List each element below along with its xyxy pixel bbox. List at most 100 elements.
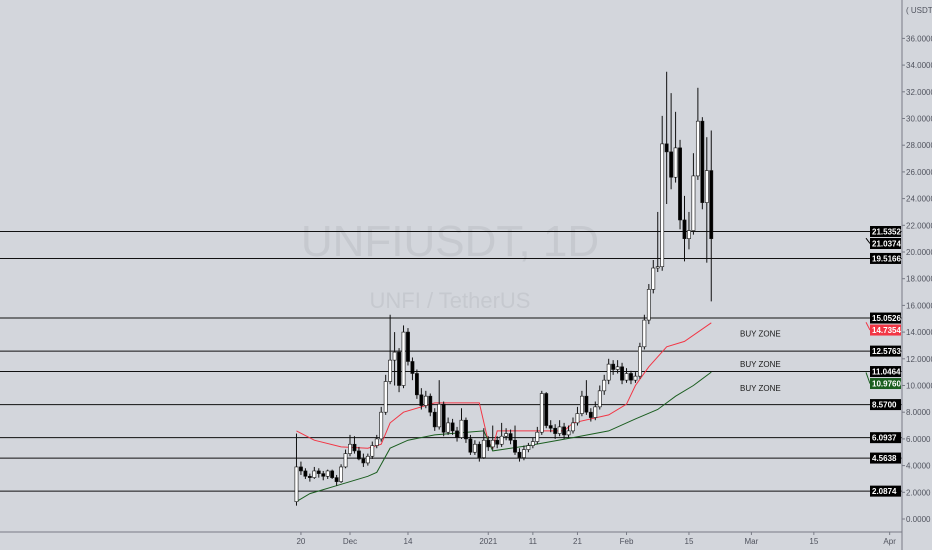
price-tag-label: 14.7354 — [872, 326, 901, 335]
candle-body — [437, 403, 442, 428]
candle-body — [673, 147, 678, 178]
candle-body — [423, 395, 428, 406]
x-tick-label: 14 — [404, 537, 413, 546]
price-tag-label: 10.9760 — [872, 380, 901, 389]
y-tick-label: 30.0000 — [906, 115, 932, 124]
candle-body — [517, 451, 522, 458]
candle-body — [584, 395, 589, 413]
x-tick-label: 21 — [573, 537, 582, 546]
price-tag-leader — [865, 372, 871, 384]
candles — [294, 71, 714, 506]
y-tick-label: 2.0000 — [906, 488, 931, 497]
price-tag-leader — [865, 322, 871, 331]
candle-body — [651, 267, 656, 290]
candle-body — [678, 147, 682, 221]
symbol-watermark: UNFIUSDT, 1D — [301, 217, 599, 266]
price-tag-bg — [870, 378, 901, 390]
x-tick-label: 15 — [809, 537, 818, 546]
candle-body — [365, 455, 370, 464]
candle-body — [410, 361, 415, 374]
price-tag-leader — [865, 237, 871, 244]
candle-body — [629, 373, 633, 381]
y-tick-label: 16.0000 — [906, 301, 932, 310]
candle-body — [455, 430, 459, 438]
candle-body — [620, 366, 624, 381]
candle-body — [682, 219, 687, 239]
candle-body — [655, 266, 660, 269]
candle-body — [526, 445, 531, 450]
candle-body — [303, 470, 308, 477]
candle-body — [504, 433, 509, 437]
candle-body — [660, 143, 665, 267]
candle-body — [316, 470, 321, 474]
candle-body — [334, 477, 339, 482]
candle-body — [406, 331, 410, 362]
candle-body — [571, 422, 575, 432]
candle-body — [446, 422, 451, 433]
y-tick-label: 26.0000 — [906, 168, 932, 177]
annotations: BUY ZONE BUY ZONE BUY ZONE — [740, 329, 781, 393]
price-tag-label: 21.0374 — [872, 240, 901, 249]
candle-body — [535, 431, 540, 442]
candle-body — [669, 151, 674, 178]
candle-body — [557, 426, 562, 434]
candle-body — [530, 441, 535, 446]
candle-body — [361, 458, 366, 464]
candle-body — [419, 394, 424, 406]
candle-body — [428, 395, 433, 413]
y-tick-label: 28.0000 — [906, 141, 932, 150]
price-tag-label: 6.0937 — [872, 434, 897, 443]
candle-body — [522, 449, 526, 458]
candle-body — [459, 419, 464, 438]
time-axis[interactable]: 20 Dec 14 2021 11 21 Feb 15 Mar 15 Apr — [296, 532, 896, 546]
candle-body — [374, 438, 379, 446]
price-tag-label: 19.5166 — [872, 254, 901, 263]
candle-body — [664, 143, 669, 153]
candle-body — [700, 120, 705, 203]
candle-body — [468, 438, 473, 453]
candle-body — [709, 170, 714, 239]
candle-body — [348, 443, 352, 454]
x-tick-label: Apr — [883, 537, 896, 546]
x-tick-label: Dec — [343, 537, 357, 546]
y-tick-label: 34.0000 — [906, 61, 932, 70]
price-tag-label: 2.0874 — [872, 487, 897, 496]
candle-body — [325, 470, 330, 477]
candle-body — [513, 439, 517, 453]
price-tag-label: 12.5763 — [872, 347, 901, 356]
candle-body — [566, 430, 571, 436]
candle-body — [499, 435, 504, 445]
candle-body — [383, 381, 388, 413]
candle-body — [481, 439, 486, 458]
candle-body — [687, 230, 691, 239]
candle-body — [695, 120, 700, 177]
candle-body — [704, 170, 709, 203]
currency-label: ( USDT ) — [906, 6, 932, 15]
candle-body — [539, 393, 544, 433]
candle-body — [691, 175, 696, 231]
candle-body — [593, 406, 598, 418]
price-tag-bg — [870, 312, 901, 324]
candle-body — [397, 351, 401, 386]
buy-zone-label: BUY ZONE — [740, 360, 781, 369]
price-tag-label: 21.5352 — [872, 228, 901, 237]
price-tag-bg — [870, 324, 901, 336]
price-tag-label: 11.0464 — [872, 368, 901, 377]
x-tick-label: 15 — [685, 537, 694, 546]
candle-body — [441, 403, 446, 433]
buy-zone-label: BUY ZONE — [740, 329, 781, 338]
y-tick-label: 20.0000 — [906, 248, 932, 257]
candle-body — [294, 466, 299, 502]
x-tick-label: 20 — [296, 537, 305, 546]
candle-body — [597, 390, 602, 408]
candle-body — [495, 439, 500, 445]
candle-body — [548, 425, 553, 429]
price-tag-bg — [870, 399, 901, 411]
candle-body — [312, 470, 317, 478]
candle-body — [307, 475, 312, 478]
candle-body — [637, 346, 642, 377]
horizontal-levels — [0, 231, 902, 492]
price-axis[interactable]: 0.0000 2.0000 4.0000 6.0000 8.0000 10.0000 12.… — [902, 34, 932, 524]
